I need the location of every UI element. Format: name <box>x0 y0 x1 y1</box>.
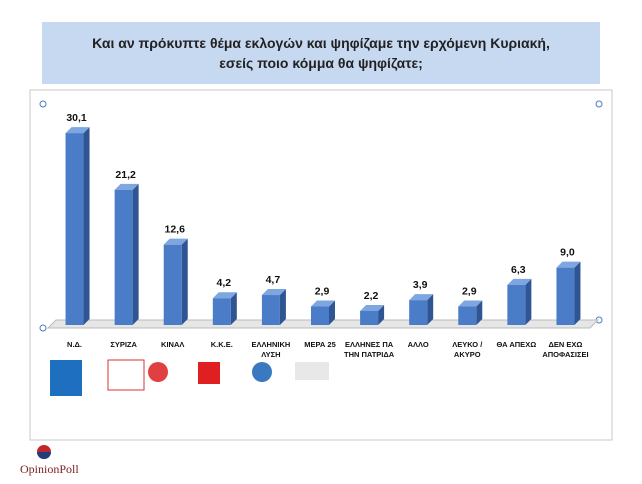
logo <box>50 360 82 396</box>
footer: OpinionPoll <box>20 462 79 476</box>
bar-side <box>279 289 286 325</box>
value-label: 30,1 <box>66 112 87 124</box>
value-label: 6,3 <box>511 264 526 276</box>
value-label: 4,2 <box>217 277 232 289</box>
bar-side <box>574 261 581 325</box>
bar-top <box>163 238 188 245</box>
value-label: 2,9 <box>315 286 330 298</box>
handle <box>595 100 603 108</box>
handle <box>39 100 47 108</box>
bar-side <box>181 238 188 325</box>
bar-top <box>311 300 335 307</box>
chart-title: Και αν πρόκυπτε θέμα εκλογών και ψηφίζαμ… <box>42 22 600 84</box>
bar-top <box>261 289 286 296</box>
bar-side <box>378 304 385 325</box>
x-tick-label: ΚΙΝΑΛ <box>161 340 185 349</box>
bar-side <box>329 300 335 325</box>
logo <box>295 362 329 380</box>
bar <box>261 295 280 325</box>
bar <box>507 284 526 325</box>
logo <box>252 362 272 382</box>
bar <box>163 244 182 325</box>
x-tick-label: ΕΛΛΗΝΙΚΗ ΛΥΣΗ <box>251 340 291 359</box>
x-tick-label: ΜΕΡΑ 25 <box>304 340 336 349</box>
bar-top <box>360 304 385 311</box>
value-label: 4,7 <box>266 274 281 286</box>
x-tick-label: ΛΕΥΚΟ / ΑΚΥΡΟ <box>452 340 483 359</box>
value-label: 3,9 <box>413 279 428 291</box>
bar <box>458 306 477 325</box>
bar <box>114 189 133 325</box>
bar-top <box>65 127 90 134</box>
x-tick-label: Ν.Δ. <box>67 340 83 349</box>
value-label: 9,0 <box>560 247 575 259</box>
bar-top <box>114 183 139 190</box>
value-label: 21,2 <box>115 169 136 181</box>
bar-side <box>476 300 483 325</box>
bar <box>212 298 231 325</box>
bar-side <box>132 183 139 325</box>
bar <box>311 306 329 325</box>
logo <box>148 362 168 382</box>
handle <box>39 324 47 332</box>
bar-top <box>458 300 483 307</box>
x-tick-label: ΘΑ ΑΠΕΧΩ <box>496 340 537 349</box>
bar <box>556 267 575 325</box>
bar <box>65 133 84 325</box>
bar-top <box>556 261 581 268</box>
footer-logo <box>37 452 51 459</box>
chart-frame <box>29 89 613 441</box>
bar-top <box>212 292 237 299</box>
x-tick-label: ΣΥΡΙΖΑ <box>110 340 137 349</box>
bar-side <box>83 127 90 325</box>
x-tick-label: Κ.Κ.Ε. <box>210 340 233 349</box>
bar-top <box>507 278 532 285</box>
logo <box>107 359 145 391</box>
x-tick-label: ΕΛΛΗΝΕΣ ΠΑ ΤΗΝ ΠΑΤΡΙΔΑ <box>343 340 395 359</box>
value-label: 12,6 <box>165 224 186 236</box>
bar-top <box>409 294 434 301</box>
bar <box>409 300 428 325</box>
bar <box>360 310 379 325</box>
x-tick-label: ΔΕΝ ΕΧΩ ΑΠΟΦΑΣΙΣΕΙ <box>542 340 589 359</box>
bar-side <box>427 294 434 325</box>
x-tick-label: ΑΛΛΟ <box>407 340 429 349</box>
value-label: 2,9 <box>462 286 477 298</box>
value-label: 2,2 <box>364 290 379 302</box>
bar-side <box>525 278 532 325</box>
bar-side <box>230 292 237 325</box>
logo <box>198 362 220 384</box>
